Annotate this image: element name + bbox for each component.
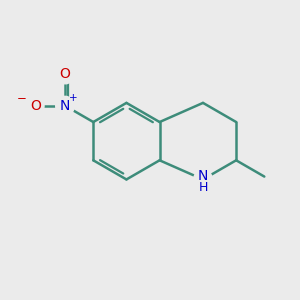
Text: +: +: [69, 93, 78, 103]
Text: N: N: [60, 99, 70, 113]
Text: O: O: [30, 99, 40, 113]
Circle shape: [23, 95, 44, 116]
Text: H: H: [198, 181, 208, 194]
Text: −: −: [16, 92, 26, 105]
Text: O: O: [60, 68, 70, 81]
Text: N: N: [198, 169, 208, 183]
Circle shape: [56, 65, 74, 84]
Circle shape: [56, 96, 74, 115]
Circle shape: [194, 170, 212, 189]
